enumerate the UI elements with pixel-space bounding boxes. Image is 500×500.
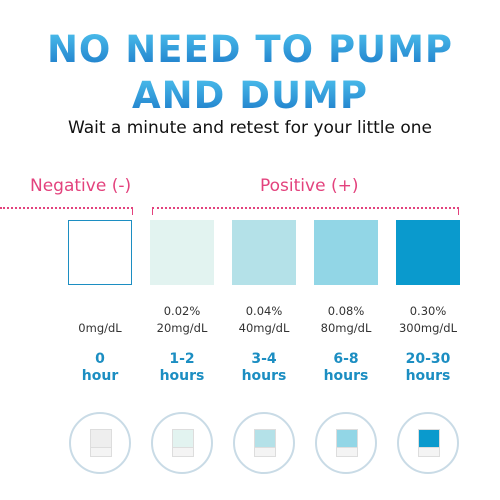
strip-pad xyxy=(172,429,194,448)
unit-label: hours xyxy=(241,368,287,384)
mg-label: 300mg/dL xyxy=(398,321,458,335)
strip-pad xyxy=(90,429,112,448)
strip-pad xyxy=(254,429,276,448)
title-line: AND DUMP xyxy=(0,74,500,117)
swatch xyxy=(68,220,132,285)
strip-base xyxy=(336,447,358,457)
mg-label: 20mg/dL xyxy=(156,321,208,335)
unit-label: hours xyxy=(159,368,205,384)
swatch xyxy=(314,220,378,285)
negative-label: Negative (-) xyxy=(30,176,132,196)
swatch xyxy=(150,220,214,285)
positive-bracket xyxy=(152,207,459,215)
strip-base xyxy=(90,447,112,457)
time-label: 1-2 xyxy=(169,351,195,367)
swatch xyxy=(396,220,460,285)
strip-base xyxy=(172,447,194,457)
strip-base xyxy=(254,447,276,457)
percent-label: 0.30% xyxy=(409,304,447,318)
mg-label: 40mg/dL xyxy=(238,321,290,335)
strip-circle xyxy=(69,412,131,474)
strip-pad xyxy=(336,429,358,448)
mg-label: 80mg/dL xyxy=(320,321,372,335)
percent-label: 0.08% xyxy=(327,304,365,318)
mg-label: 0mg/dL xyxy=(78,321,122,335)
negative-bracket xyxy=(0,207,133,215)
time-label: 3-4 xyxy=(251,351,277,367)
unit-label: hours xyxy=(323,368,369,384)
swatch xyxy=(232,220,296,285)
unit-label: hour xyxy=(81,368,119,384)
strip-base xyxy=(418,447,440,457)
title-line: NO NEED TO PUMP xyxy=(0,28,500,71)
positive-label: Positive (+) xyxy=(260,176,359,196)
time-label: 20-30 xyxy=(405,351,451,367)
percent-label: 0.04% xyxy=(245,304,283,318)
time-label: 6-8 xyxy=(333,351,359,367)
subtitle: Wait a minute and retest for your little… xyxy=(67,118,433,138)
percent-label: 0.02% xyxy=(163,304,201,318)
unit-label: hours xyxy=(405,368,451,384)
strip-pad xyxy=(418,429,440,448)
time-label: 0 xyxy=(95,351,105,367)
